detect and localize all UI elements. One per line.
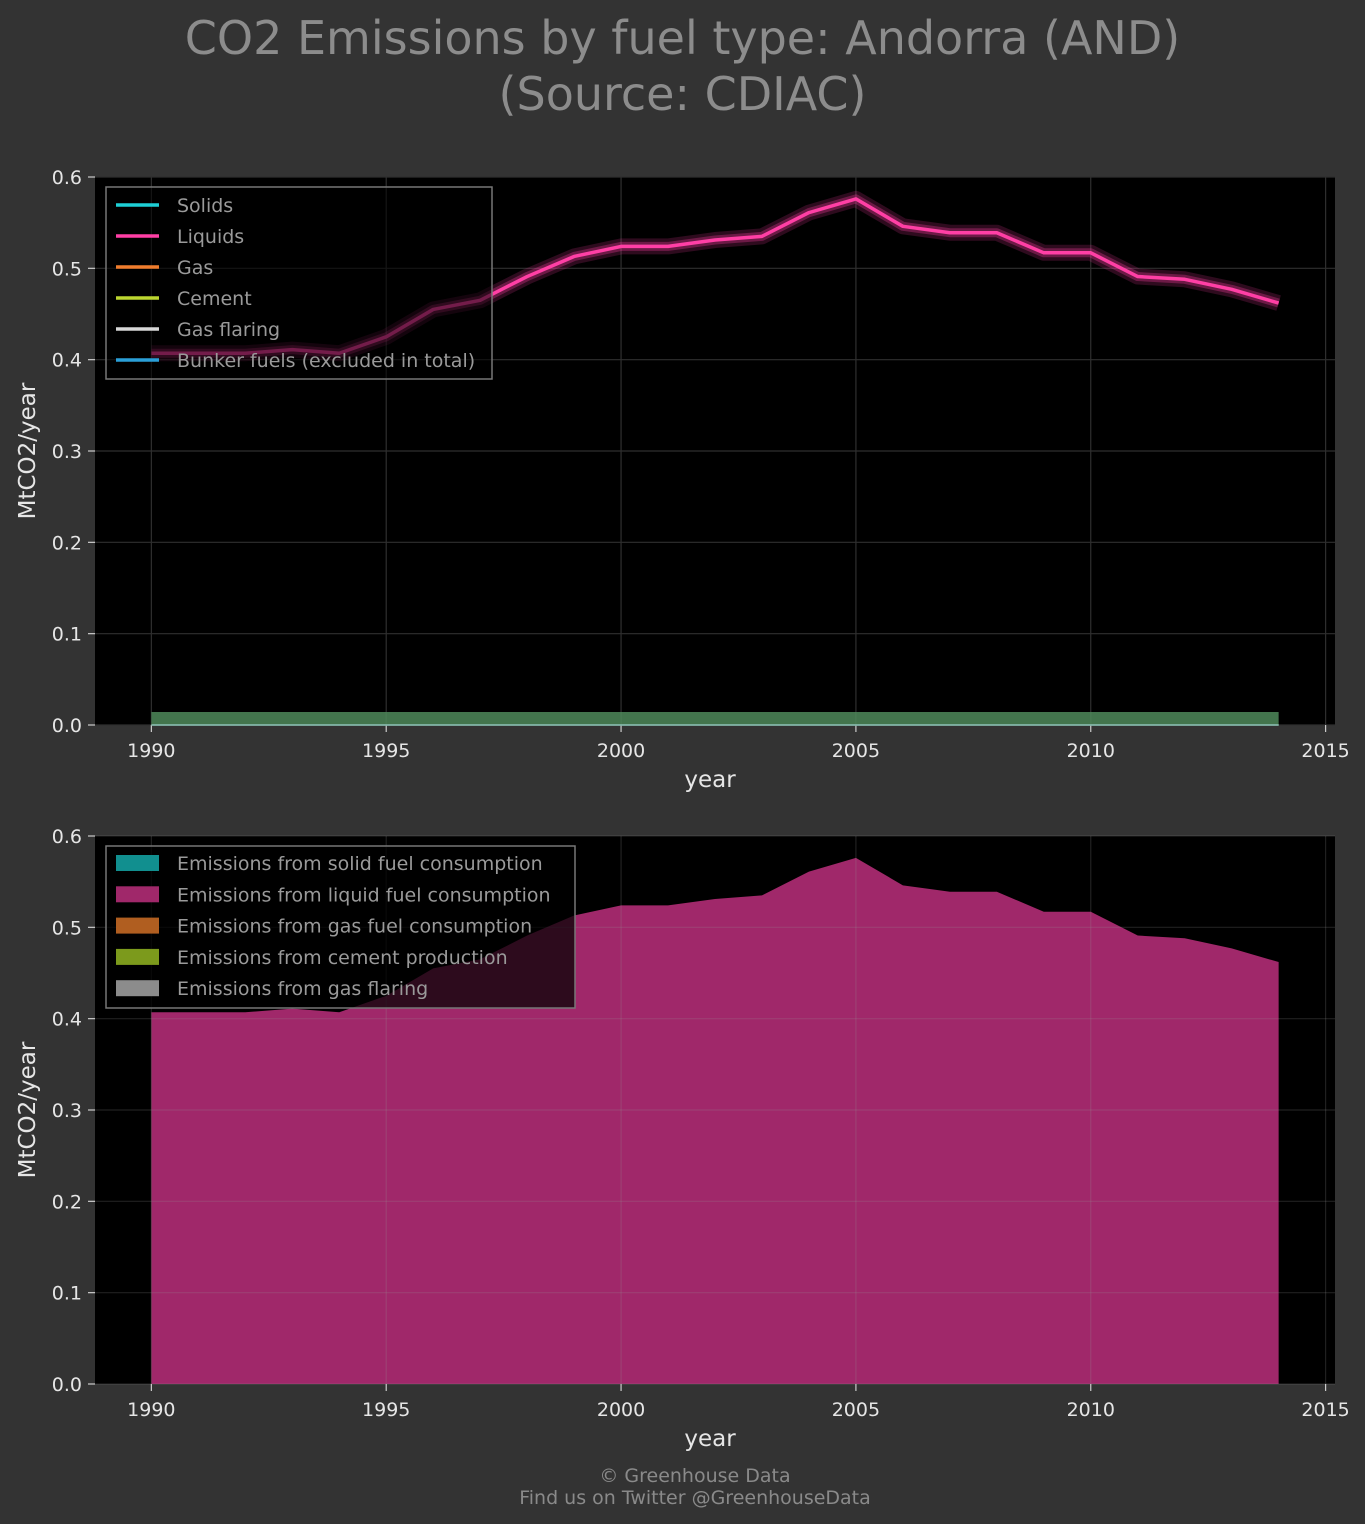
line-chart: 1990 1995 2000 2005 2010 2015 0.0 0.1 0.2 0.3 0.4 0… (15, 167, 1350, 793)
x-tick-label-2005: 2005 (832, 740, 880, 762)
area-chart: 1990 1995 2000 2005 2010 2015 0.0 0.1 0.2 0.3 0.4 0… (15, 826, 1350, 1452)
legend-label-emissions-from-cement-production: Emissions from cement production (177, 947, 508, 969)
legend-label-emissions-from-solid-fuel-consumption: Emissions from solid fuel consumption (177, 853, 543, 875)
x-tick-label-2000: 2000 (597, 1399, 645, 1421)
legend-box (105, 186, 493, 380)
legend-label-gas: Gas (177, 257, 213, 279)
y-tick-label-0.1: 0.1 (52, 1283, 82, 1305)
legend-top: Solids Liquids Gas Cement Gas flaring Bunker … (105, 186, 493, 380)
legend-label-emissions-from-gas-flaring: Emissions from gas flaring (177, 978, 428, 1000)
x-tick-label-1990: 1990 (127, 1399, 175, 1421)
y-axis-label-bottom: MtCO2/year (15, 1041, 41, 1178)
y-tick-label-0.6: 0.6 (52, 167, 82, 189)
x-tick-label-2010: 2010 (1067, 740, 1115, 762)
x-tick-label-2010: 2010 (1067, 1399, 1115, 1421)
y-tick-label-0.5: 0.5 (52, 917, 82, 939)
x-axis-label-bottom: year (684, 1426, 736, 1452)
x-tick-label-2005: 2005 (832, 1399, 880, 1421)
y-tick-label-0.3: 0.3 (52, 1100, 82, 1122)
legend-label-bunker-fuels-excluded-in-total: Bunker fuels (excluded in total) (177, 350, 475, 372)
y-axis-label-top: MtCO2/year (15, 382, 41, 519)
x-tick-label-1995: 1995 (362, 740, 410, 762)
x-tick-label-1995: 1995 (362, 1399, 410, 1421)
legend-swatch-emissions-from-solid-fuel-consumption (116, 855, 159, 871)
legend-label-emissions-from-liquid-fuel-consumption: Emissions from liquid fuel consumption (177, 884, 551, 906)
legend-swatch-emissions-from-gas-flaring (116, 980, 159, 997)
y-tick-label-0.0: 0.0 (52, 715, 82, 737)
legend-swatch-emissions-from-liquid-fuel-consumption (116, 886, 159, 903)
legend-label-gas-flaring: Gas flaring (177, 319, 280, 341)
x-tick-label-2000: 2000 (597, 740, 645, 762)
y-tick-label-0.1: 0.1 (52, 624, 82, 646)
footer-copyright: © Greenhouse Data (599, 1465, 791, 1487)
x-tick-label-1990: 1990 (127, 740, 175, 762)
legend-label-liquids: Liquids (177, 226, 244, 248)
y-tick-label-0.6: 0.6 (52, 826, 82, 848)
chart-title-line-2: (Source: CDIAC) (498, 67, 867, 121)
chart-title-line-1: CO2 Emissions by fuel type: Andorra (AND… (184, 11, 1181, 65)
x-axis-label-top: year (684, 767, 736, 793)
legend-swatch-emissions-from-cement-production (116, 948, 159, 965)
legend-box (105, 845, 576, 1009)
y-tick-label-0.0: 0.0 (52, 1374, 82, 1396)
legend-bottom: Emissions from solid fuel consumption Emi… (105, 845, 576, 1009)
x-tick-label-2015: 2015 (1301, 740, 1349, 762)
zero-series-band (151, 712, 1279, 725)
y-tick-label-0.4: 0.4 (52, 1009, 82, 1031)
legend-label-emissions-from-gas-fuel-consumption: Emissions from gas fuel consumption (177, 916, 532, 938)
legend-swatch-emissions-from-gas-fuel-consumption (116, 917, 159, 934)
x-tick-label-2015: 2015 (1301, 1399, 1349, 1421)
legend-label-solids: Solids (177, 195, 233, 217)
y-tick-label-0.2: 0.2 (52, 1191, 82, 1213)
y-tick-label-0.5: 0.5 (52, 258, 82, 280)
y-tick-label-0.3: 0.3 (52, 441, 82, 463)
footer-twitter: Find us on Twitter @GreenhouseData (519, 1487, 871, 1509)
y-tick-label-0.4: 0.4 (52, 350, 82, 372)
legend-label-cement: Cement (177, 288, 252, 310)
y-tick-label-0.2: 0.2 (52, 532, 82, 554)
